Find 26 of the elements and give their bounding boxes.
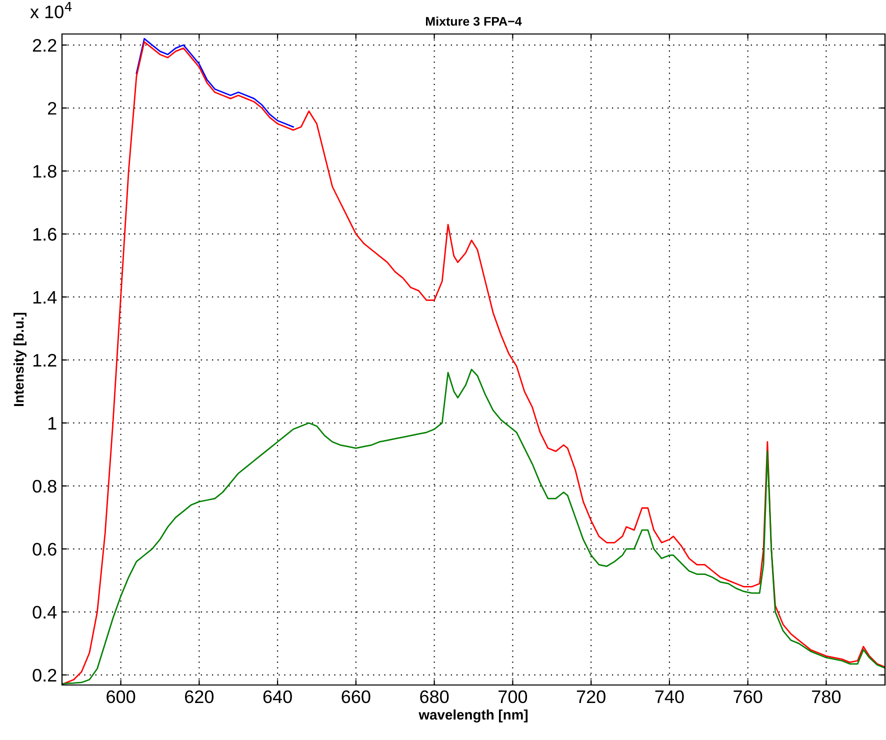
y-tick-label: 1.8 <box>33 164 56 178</box>
y-tick-label: 0.4 <box>32 606 57 619</box>
x-tick-label: 780 <box>812 690 841 704</box>
y-tick-label: 0.6 <box>32 542 56 556</box>
y-tick-label: 1.2 <box>33 354 56 367</box>
chart-title: Mixture 3 FPA−4 <box>426 16 522 26</box>
y-tick-label: 1.4 <box>33 291 57 304</box>
y-tick-label: 1.6 <box>33 228 56 241</box>
x-tick-label: 760 <box>734 690 762 704</box>
x-tick-label: 700 <box>498 690 528 704</box>
x-axis-title: wavelength [nm] <box>418 709 528 722</box>
x-tick-label: 600 <box>106 690 136 704</box>
y-tick-label: 0.8 <box>32 480 56 493</box>
y-axis-title: Intensity [b.u.] <box>14 312 26 406</box>
x-tick-label: 740 <box>655 690 684 704</box>
x-tick-label: 720 <box>576 690 606 704</box>
x-tick-label: 640 <box>263 690 292 704</box>
x-tick-label: 620 <box>185 690 214 704</box>
y-tick-label: 2.2 <box>32 38 56 52</box>
y-tick-label: 2 <box>48 102 56 115</box>
text: x 10$^{4}$ <box>30 2 72 18</box>
line-series <box>136 38 294 128</box>
y-tick-label: 1 <box>48 417 56 430</box>
x-tick-label: 660 <box>342 690 370 704</box>
y-tick-label: 0.2 <box>32 668 56 682</box>
x-tick-label: 680 <box>420 690 449 704</box>
